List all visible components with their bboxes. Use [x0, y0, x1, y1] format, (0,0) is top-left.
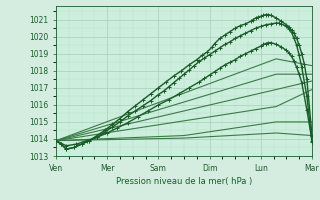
X-axis label: Pression niveau de la mer( hPa ): Pression niveau de la mer( hPa ) — [116, 177, 252, 186]
